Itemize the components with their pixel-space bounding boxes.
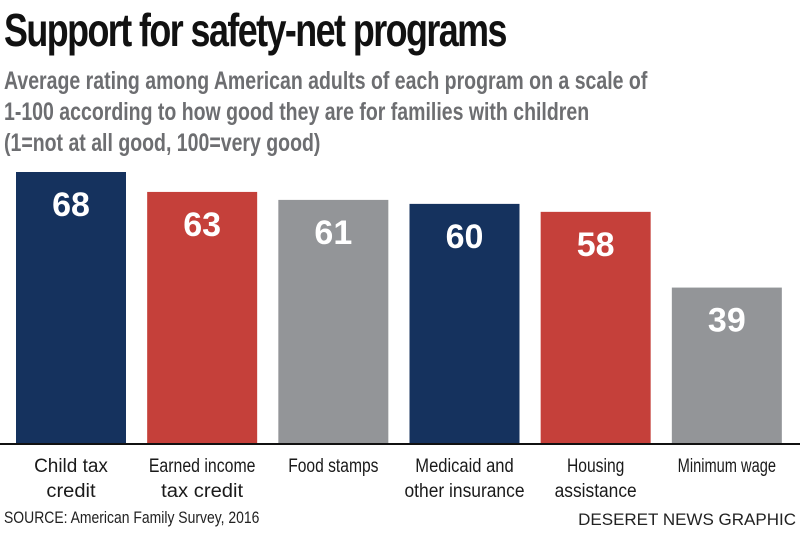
category-label: assistance	[555, 481, 637, 502]
category-label: tax credit	[161, 481, 244, 502]
bar	[278, 199, 389, 443]
source-note: SOURCE: American Family Survey, 2016	[4, 508, 260, 527]
subtitle-line: 1-100 according to how good they are for…	[4, 98, 590, 126]
bar-value-label: 68	[52, 186, 90, 224]
subtitle-line: Average rating among American adults of …	[4, 67, 648, 95]
category-label: Earned income	[149, 456, 256, 477]
chart-subtitle: Average rating among American adults of …	[4, 66, 647, 159]
bar	[540, 211, 651, 443]
bar-value-label: 58	[577, 226, 615, 264]
category-label: Medicaid and	[415, 456, 513, 477]
bar-value-label: 39	[708, 302, 746, 340]
category-label: other insurance	[405, 481, 525, 502]
subtitle-line: (1=not at all good, 100=very good)	[4, 129, 321, 157]
bar	[409, 203, 520, 443]
category-label: Child tax	[34, 456, 108, 477]
graphic-credit: DESERET NEWS GRAPHIC	[578, 510, 796, 529]
bar	[671, 287, 782, 443]
bar	[16, 172, 126, 443]
category-label: credit	[46, 481, 96, 502]
bar-value-label: 63	[183, 206, 221, 244]
category-label: Minimum wage	[678, 456, 776, 477]
bar-value-label: 61	[314, 214, 352, 252]
category-label: Housing	[567, 456, 624, 477]
bar-value-label: 60	[446, 218, 484, 256]
bar	[147, 191, 258, 443]
chart-title: Support for safety-net programs	[4, 4, 507, 56]
category-label: Food stamps	[288, 456, 378, 477]
